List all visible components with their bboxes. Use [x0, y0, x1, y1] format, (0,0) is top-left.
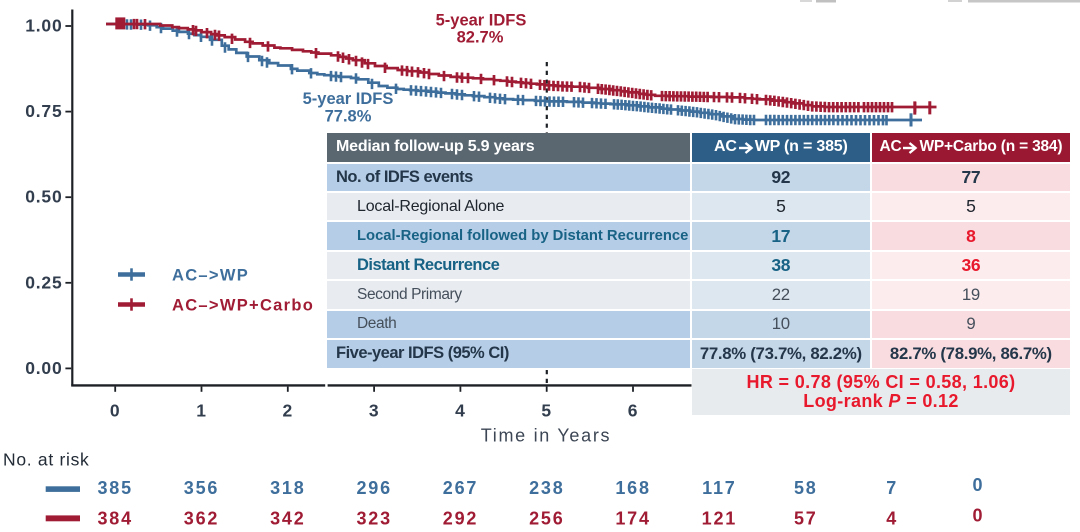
svg-text:256: 256 [529, 509, 564, 529]
svg-text:6: 6 [628, 401, 639, 421]
svg-text:2: 2 [283, 401, 294, 421]
svg-text:356: 356 [184, 478, 219, 498]
svg-text:0.25: 0.25 [25, 272, 62, 292]
svg-text:5: 5 [541, 401, 552, 421]
svg-text:1.00: 1.00 [25, 16, 62, 36]
svg-text:1: 1 [196, 401, 207, 421]
svg-text:77.8%: 77.8% [325, 108, 372, 126]
svg-text:82.7%: 82.7% [457, 29, 504, 47]
svg-text:292: 292 [443, 509, 478, 529]
svg-text:362: 362 [184, 509, 219, 529]
svg-text:Time in Years: Time in Years [481, 426, 612, 446]
svg-text:57: 57 [794, 509, 818, 529]
svg-text:342: 342 [270, 509, 305, 529]
svg-text:0: 0 [110, 401, 121, 421]
svg-text:AC–>WP+Carbo: AC–>WP+Carbo [172, 297, 314, 315]
svg-text:0.00: 0.00 [25, 358, 62, 378]
svg-text:174: 174 [615, 509, 650, 529]
svg-text:58: 58 [794, 478, 818, 498]
svg-text:7: 7 [886, 478, 898, 498]
svg-text:5-year IDFS: 5-year IDFS [303, 90, 394, 108]
svg-text:4: 4 [455, 401, 466, 421]
svg-text:296: 296 [356, 478, 391, 498]
svg-text:323: 323 [356, 509, 391, 529]
svg-text:AC–>WP: AC–>WP [172, 267, 249, 285]
svg-text:0: 0 [972, 475, 984, 495]
svg-text:No. at risk: No. at risk [3, 450, 89, 470]
svg-text:0: 0 [972, 506, 984, 526]
svg-text:0.50: 0.50 [25, 187, 62, 207]
svg-text:168: 168 [615, 478, 650, 498]
svg-text:121: 121 [702, 509, 737, 529]
svg-text:0.75: 0.75 [25, 101, 62, 121]
svg-text:267: 267 [443, 478, 478, 498]
svg-text:3: 3 [369, 401, 380, 421]
svg-text:238: 238 [529, 478, 564, 498]
svg-text:5-year IDFS: 5-year IDFS [436, 12, 527, 30]
svg-text:4: 4 [886, 509, 898, 529]
svg-text:318: 318 [270, 478, 305, 498]
svg-text:385: 385 [97, 478, 132, 498]
svg-text:384: 384 [97, 509, 132, 529]
svg-text:117: 117 [702, 478, 736, 498]
